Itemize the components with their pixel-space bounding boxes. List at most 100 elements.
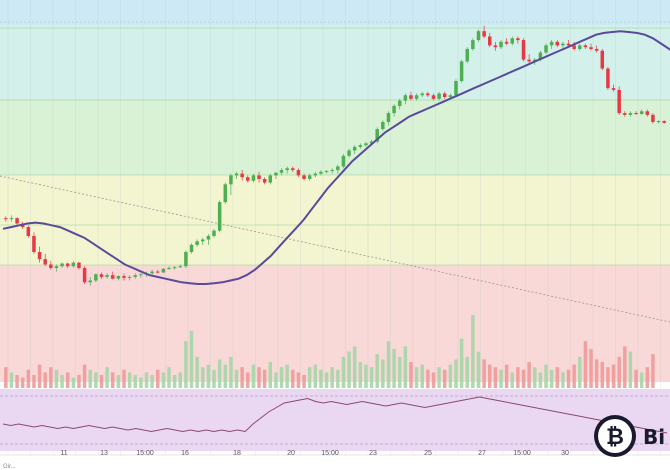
- candle[interactable]: [381, 120, 385, 131]
- candle[interactable]: [628, 111, 633, 117]
- candle[interactable]: [420, 91, 424, 98]
- candle[interactable]: [49, 260, 53, 270]
- candle[interactable]: [172, 266, 177, 270]
- candle[interactable]: [431, 93, 436, 101]
- candle[interactable]: [392, 104, 396, 117]
- candle[interactable]: [482, 25, 486, 39]
- candle[interactable]: [43, 253, 47, 267]
- candle[interactable]: [397, 98, 402, 110]
- candle[interactable]: [60, 262, 64, 269]
- candle[interactable]: [465, 47, 469, 64]
- candle[interactable]: [611, 84, 616, 92]
- candle[interactable]: [651, 113, 655, 124]
- candle[interactable]: [544, 43, 548, 55]
- candle[interactable]: [71, 260, 76, 269]
- candle[interactable]: [639, 109, 644, 115]
- candle[interactable]: [150, 269, 154, 276]
- candle[interactable]: [116, 275, 121, 281]
- candle[interactable]: [521, 38, 526, 62]
- candle[interactable]: [229, 173, 233, 195]
- candle[interactable]: [527, 54, 531, 64]
- candle[interactable]: [127, 275, 132, 281]
- candle[interactable]: [364, 141, 368, 147]
- candle[interactable]: [347, 148, 351, 158]
- candle[interactable]: [336, 164, 340, 174]
- candle[interactable]: [442, 91, 447, 99]
- candle[interactable]: [516, 36, 520, 44]
- candle[interactable]: [645, 109, 650, 117]
- candle[interactable]: [139, 273, 143, 278]
- candle[interactable]: [178, 264, 182, 269]
- candle[interactable]: [617, 86, 621, 115]
- candle[interactable]: [279, 168, 284, 176]
- candle[interactable]: [94, 273, 98, 283]
- candle[interactable]: [302, 173, 306, 181]
- candle[interactable]: [589, 43, 593, 51]
- candle[interactable]: [251, 173, 256, 183]
- candle[interactable]: [358, 143, 363, 149]
- candle[interactable]: [319, 170, 323, 176]
- candle[interactable]: [195, 239, 199, 247]
- candle[interactable]: [594, 45, 599, 53]
- candle[interactable]: [234, 171, 239, 179]
- candle[interactable]: [110, 271, 115, 280]
- candle[interactable]: [426, 91, 430, 98]
- candle[interactable]: [26, 225, 31, 238]
- candle[interactable]: [634, 111, 638, 115]
- candle[interactable]: [274, 171, 278, 179]
- candle[interactable]: [285, 166, 289, 174]
- candle[interactable]: [201, 237, 205, 245]
- candle[interactable]: [77, 261, 81, 270]
- candle[interactable]: [606, 66, 610, 90]
- candle[interactable]: [54, 264, 59, 272]
- candle[interactable]: [623, 111, 627, 117]
- candle[interactable]: [65, 262, 70, 269]
- candle[interactable]: [37, 246, 42, 263]
- candle[interactable]: [330, 168, 334, 174]
- candle[interactable]: [223, 182, 228, 204]
- candle[interactable]: [184, 250, 188, 269]
- candle[interactable]: [510, 36, 514, 46]
- candle[interactable]: [454, 79, 458, 98]
- candle[interactable]: [240, 170, 244, 181]
- candle[interactable]: [583, 43, 588, 49]
- candle[interactable]: [296, 168, 301, 178]
- candle[interactable]: [471, 38, 475, 51]
- candle[interactable]: [600, 48, 605, 71]
- candle[interactable]: [257, 171, 261, 183]
- candle[interactable]: [504, 38, 509, 46]
- candle[interactable]: [156, 269, 160, 274]
- candle[interactable]: [246, 175, 250, 183]
- candle[interactable]: [307, 173, 312, 181]
- candle[interactable]: [656, 120, 661, 124]
- candle[interactable]: [99, 272, 104, 279]
- candle[interactable]: [561, 41, 565, 49]
- candle[interactable]: [161, 268, 166, 274]
- candle[interactable]: [133, 273, 137, 279]
- candle[interactable]: [493, 41, 498, 51]
- candle[interactable]: [32, 232, 36, 254]
- candle[interactable]: [189, 243, 194, 254]
- candle[interactable]: [268, 173, 273, 185]
- candle[interactable]: [386, 111, 391, 126]
- candle[interactable]: [167, 266, 171, 270]
- candle[interactable]: [262, 177, 267, 185]
- brand-logo[interactable]: ₿ Bi: [594, 415, 665, 457]
- candle[interactable]: [488, 32, 492, 48]
- candle[interactable]: [414, 93, 419, 101]
- candle[interactable]: [313, 171, 318, 178]
- candle[interactable]: [341, 154, 346, 169]
- candle[interactable]: [437, 91, 441, 101]
- candle[interactable]: [499, 40, 503, 49]
- candle[interactable]: [9, 215, 14, 222]
- candle[interactable]: [476, 29, 481, 42]
- candle[interactable]: [212, 228, 216, 238]
- candle[interactable]: [217, 200, 222, 233]
- candle[interactable]: [291, 166, 295, 172]
- candle[interactable]: [206, 234, 211, 245]
- candle[interactable]: [555, 40, 560, 48]
- candle[interactable]: [459, 59, 464, 83]
- candle[interactable]: [88, 276, 92, 286]
- candle[interactable]: [662, 120, 666, 124]
